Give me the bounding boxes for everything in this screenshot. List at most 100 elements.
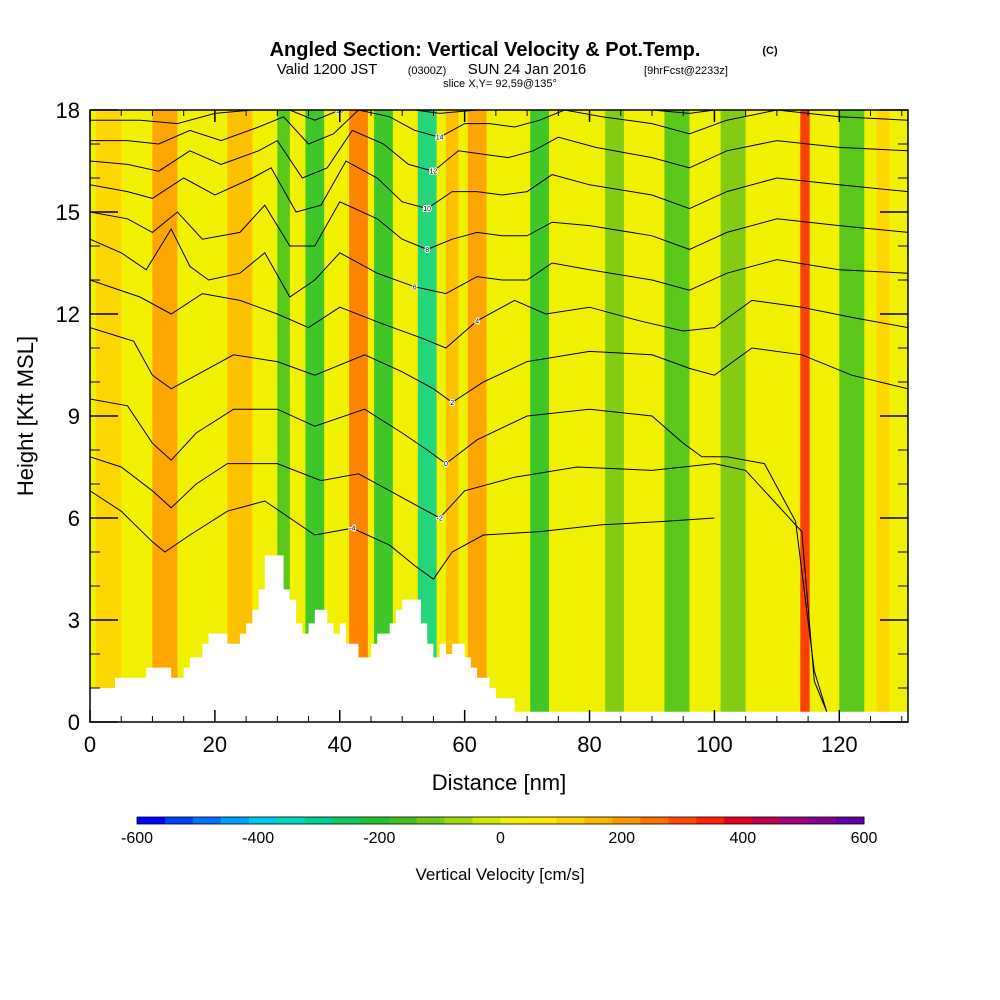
colorbar-swatch xyxy=(137,817,166,824)
isentrope-label: 10 xyxy=(423,206,431,213)
colorbar: -600 -400 -200 0 200 400 600 xyxy=(121,816,878,847)
colorbar-swatch xyxy=(192,817,222,824)
colorbar-swatch xyxy=(472,817,501,824)
isentrope-label: 14 xyxy=(436,135,444,142)
y-tick-label: 12 xyxy=(56,302,80,327)
colorbar-tick-label: 0 xyxy=(496,830,505,847)
colorbar-swatch xyxy=(584,817,613,824)
terrain xyxy=(90,555,908,722)
colorbar-swatch xyxy=(220,817,250,824)
colorbar-swatch xyxy=(388,817,418,824)
isentrope-line xyxy=(90,160,908,213)
isentrope-line xyxy=(90,398,828,712)
field-column xyxy=(530,110,549,722)
x-tick-label: 120 xyxy=(821,732,858,757)
colorbar-swatch xyxy=(612,817,641,824)
x-tick-label: 100 xyxy=(696,732,733,757)
colorbar-swatch xyxy=(696,817,725,824)
field-column xyxy=(720,110,746,722)
field-column xyxy=(227,110,253,722)
valid-time-jst: Valid 1200 JST xyxy=(277,61,378,78)
isentrope-contours xyxy=(90,110,908,712)
y-tick-label: 15 xyxy=(56,200,80,225)
colorbar-swatch xyxy=(416,817,446,824)
x-tick-label: 60 xyxy=(452,732,476,757)
field-column xyxy=(445,110,459,722)
isentrope-label: 6 xyxy=(413,284,417,291)
field-column xyxy=(305,110,325,722)
slice-info: slice X,Y= 92,59@135° xyxy=(443,78,557,90)
colorbar-swatch xyxy=(248,817,278,824)
valid-date: SUN 24 Jan 2016 xyxy=(468,61,586,78)
field-column xyxy=(839,110,865,722)
colorbar-swatch xyxy=(304,817,334,824)
field-background xyxy=(90,110,908,722)
colorbar-swatch xyxy=(332,817,362,824)
x-tick-label: 20 xyxy=(203,732,227,757)
field-column xyxy=(152,110,178,722)
colorbar-tick-label: -600 xyxy=(121,830,153,847)
field-column xyxy=(467,110,487,722)
isentrope-line xyxy=(90,110,908,145)
isentrope-label: 12 xyxy=(430,169,438,176)
colorbar-swatch xyxy=(808,817,837,824)
forecast-info: [9hrFcst@2233z] xyxy=(644,65,728,77)
isentrope-label: 4 xyxy=(475,318,479,325)
colorbar-tick-label: 600 xyxy=(851,830,878,847)
field-column xyxy=(605,110,624,722)
isentrope-line xyxy=(90,490,715,580)
colorbar-swatch xyxy=(444,817,474,824)
y-axis-label: Height [Kft MSL] xyxy=(13,336,38,496)
field-column xyxy=(374,110,393,722)
y-tick-label: 9 xyxy=(68,404,80,429)
colorbar-tick-label: -400 xyxy=(242,830,274,847)
isentrope-line xyxy=(90,456,828,712)
colorbar-swatch xyxy=(556,817,585,824)
x-tick-label: 40 xyxy=(328,732,352,757)
colorbar-swatch xyxy=(360,817,390,824)
isentrope-label: 8 xyxy=(425,247,429,254)
isentrope-line xyxy=(90,227,908,298)
valid-time-utc: (0300Z) xyxy=(408,65,447,77)
isentrope-line xyxy=(90,327,908,404)
isentrope-label: 0 xyxy=(444,461,448,468)
y-tick-label: 6 xyxy=(68,506,80,531)
colorbar-swatch xyxy=(500,817,529,824)
isentrope-label: 2 xyxy=(450,400,454,407)
y-tick-label: 0 xyxy=(68,710,80,735)
colorbar-frame xyxy=(136,816,865,825)
colorbar-swatch xyxy=(724,817,753,824)
chart-title-unit: (C) xyxy=(762,45,778,57)
chart-title: Angled Section: Vertical Velocity & Pot.… xyxy=(270,39,701,61)
colorbar-swatch xyxy=(276,817,306,824)
isentrope-line xyxy=(90,201,908,250)
field-column xyxy=(800,110,810,722)
isentrope-line xyxy=(90,110,908,125)
field-column xyxy=(664,110,690,722)
field-column xyxy=(349,110,368,722)
colorbar-swatch xyxy=(528,817,557,824)
colorbar-tick-label: 200 xyxy=(608,830,635,847)
colorbar-swatch xyxy=(752,817,781,824)
colorbar-tick-label: 400 xyxy=(729,830,756,847)
y-tick-label: 3 xyxy=(68,608,80,633)
x-axis-label: Distance [nm] xyxy=(432,770,567,795)
isentrope-line xyxy=(90,279,908,349)
colorbar-label: Vertical Velocity [cm/s] xyxy=(415,865,584,884)
colorbar-swatch xyxy=(668,817,697,824)
velocity-field xyxy=(90,110,908,722)
x-tick-label: 0 xyxy=(84,732,96,757)
isentrope-label: -4 xyxy=(349,526,355,533)
terrain-shape xyxy=(90,555,908,722)
isentrope-line xyxy=(90,129,908,179)
colorbar-swatch xyxy=(164,817,194,824)
field-column xyxy=(417,110,437,722)
colorbar-swatch xyxy=(836,817,865,824)
x-tick-label: 80 xyxy=(577,732,601,757)
isentrope-label: -2 xyxy=(437,516,443,523)
colorbar-tick-label: -200 xyxy=(363,830,395,847)
colorbar-swatch xyxy=(640,817,669,824)
y-tick-label: 18 xyxy=(56,98,80,123)
